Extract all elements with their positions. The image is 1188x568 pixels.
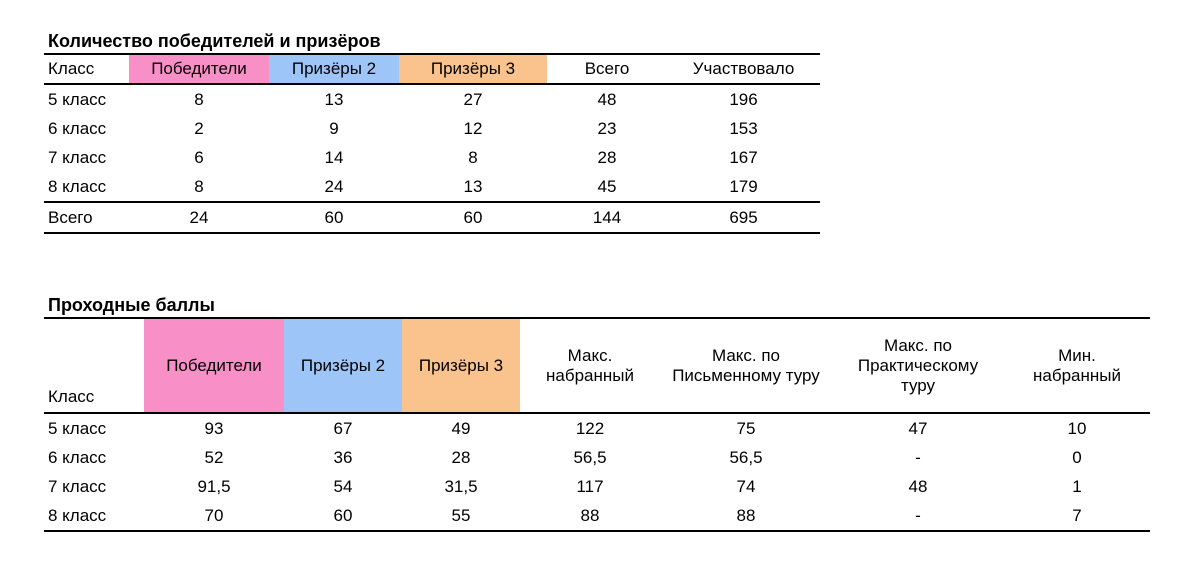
cell: 56,5 [729,447,763,467]
cell: 67 [333,418,353,438]
row-label: 8 класс [48,176,107,196]
cell: 70 [204,505,224,525]
cell: 56,5 [573,447,607,467]
cell: 45 [597,176,617,196]
cell: 48 [597,89,617,109]
winners-total-row: Всего 24 60 60 144 695 [44,202,820,233]
cell: 8 [194,89,204,109]
cell: 91,5 [197,476,231,496]
cell: 75 [736,418,756,438]
winners-section: Количество победителей и призёров Класс П… [44,30,1188,234]
cell: 49 [451,418,471,438]
column-header: Класс [48,387,95,406]
column-header: Призёры 3 [402,318,520,413]
cell: 93 [204,418,224,438]
cell: 179 [729,176,758,196]
table-row: 8 класс 8 24 13 45 179 [44,172,820,202]
row-label: 6 класс [48,118,107,138]
cell: 144 [592,207,622,227]
cell: 23 [597,118,617,138]
cell: 88 [736,505,756,525]
cell: 48 [908,476,928,496]
cell: 28 [451,447,471,467]
column-header: Макс. по Письменному туру [672,345,820,385]
cell: 9 [329,118,339,138]
column-header: Призёры 3 [399,54,547,84]
table-row: 6 класс 52 36 28 56,5 56,5 - 0 [44,443,1150,472]
table-row: 8 класс 70 60 55 88 88 - 7 [44,501,1150,531]
column-header: Макс. по Практическому туру [857,335,979,395]
table-row: 7 класс 6 14 8 28 167 [44,143,820,172]
cell: 24 [324,176,344,196]
cell: 31,5 [444,476,478,496]
cell: 54 [333,476,353,496]
column-header: Всего [584,59,630,78]
column-header: Призёры 2 [284,318,402,413]
row-label: 5 класс [48,89,107,109]
table-row: 5 класс 8 13 27 48 196 [44,84,820,114]
cell: 47 [908,418,928,438]
row-label: 7 класс [48,476,107,496]
cell: 52 [204,447,224,467]
cell: 1 [1072,476,1082,496]
column-header: Участвовало [692,59,795,78]
table-row: 7 класс 91,5 54 31,5 117 74 48 1 [44,472,1150,501]
winners-table: Класс Победители Призёры 2 Призёры 3 Всего Уч… [44,53,820,234]
cell: 2 [194,118,204,138]
column-header: Призёры 2 [269,54,399,84]
cell: 28 [597,147,617,167]
cell: 122 [575,418,605,438]
cell: 10 [1067,418,1087,438]
cell: - [915,505,921,525]
row-label: 7 класс [48,147,107,167]
cell: 60 [324,207,344,227]
cell: 196 [729,89,758,109]
cell: 7 [1072,505,1082,525]
column-header: Мин. набранный [1033,345,1121,385]
table-row: 5 класс 93 67 49 122 75 47 10 [44,413,1150,443]
row-label: Всего [48,207,93,227]
scores-section: Проходные баллы Класс Победители Призёры 2… [44,294,1188,532]
winners-table-title: Количество победителей и призёров [48,31,381,51]
scores-header-row: Класс Победители Призёры 2 Призёры 3 Макс. н… [44,318,1150,413]
cell: - [915,447,921,467]
row-label: 5 класс [48,418,107,438]
row-label: 6 класс [48,447,107,467]
cell: 167 [729,147,758,167]
scores-table-title: Проходные баллы [48,295,215,315]
row-label: 8 класс [48,505,107,525]
cell: 13 [463,176,483,196]
cell: 13 [324,89,344,109]
cell: 695 [729,207,758,227]
cell: 14 [324,147,344,167]
column-header: Победители [129,54,269,84]
cell: 88 [580,505,600,525]
cell: 74 [736,476,756,496]
cell: 36 [333,447,353,467]
column-header: Класс [48,59,95,78]
column-header: Победители [144,318,284,413]
cell: 0 [1072,447,1082,467]
scores-table: Класс Победители Призёры 2 Призёры 3 Макс. н… [44,317,1150,532]
cell: 12 [463,118,483,138]
cell: 6 [194,147,204,167]
cell: 153 [729,118,758,138]
cell: 55 [451,505,471,525]
cell: 24 [189,207,209,227]
table-row: 6 класс 2 9 12 23 153 [44,114,820,143]
cell: 8 [194,176,204,196]
winners-header-row: Класс Победители Призёры 2 Призёры 3 Всего Уч… [44,54,820,84]
column-header: Макс. набранный [546,345,634,385]
cell: 60 [463,207,483,227]
cell: 117 [576,476,604,496]
cell: 27 [463,89,483,109]
cell: 60 [333,505,353,525]
cell: 8 [468,147,478,167]
